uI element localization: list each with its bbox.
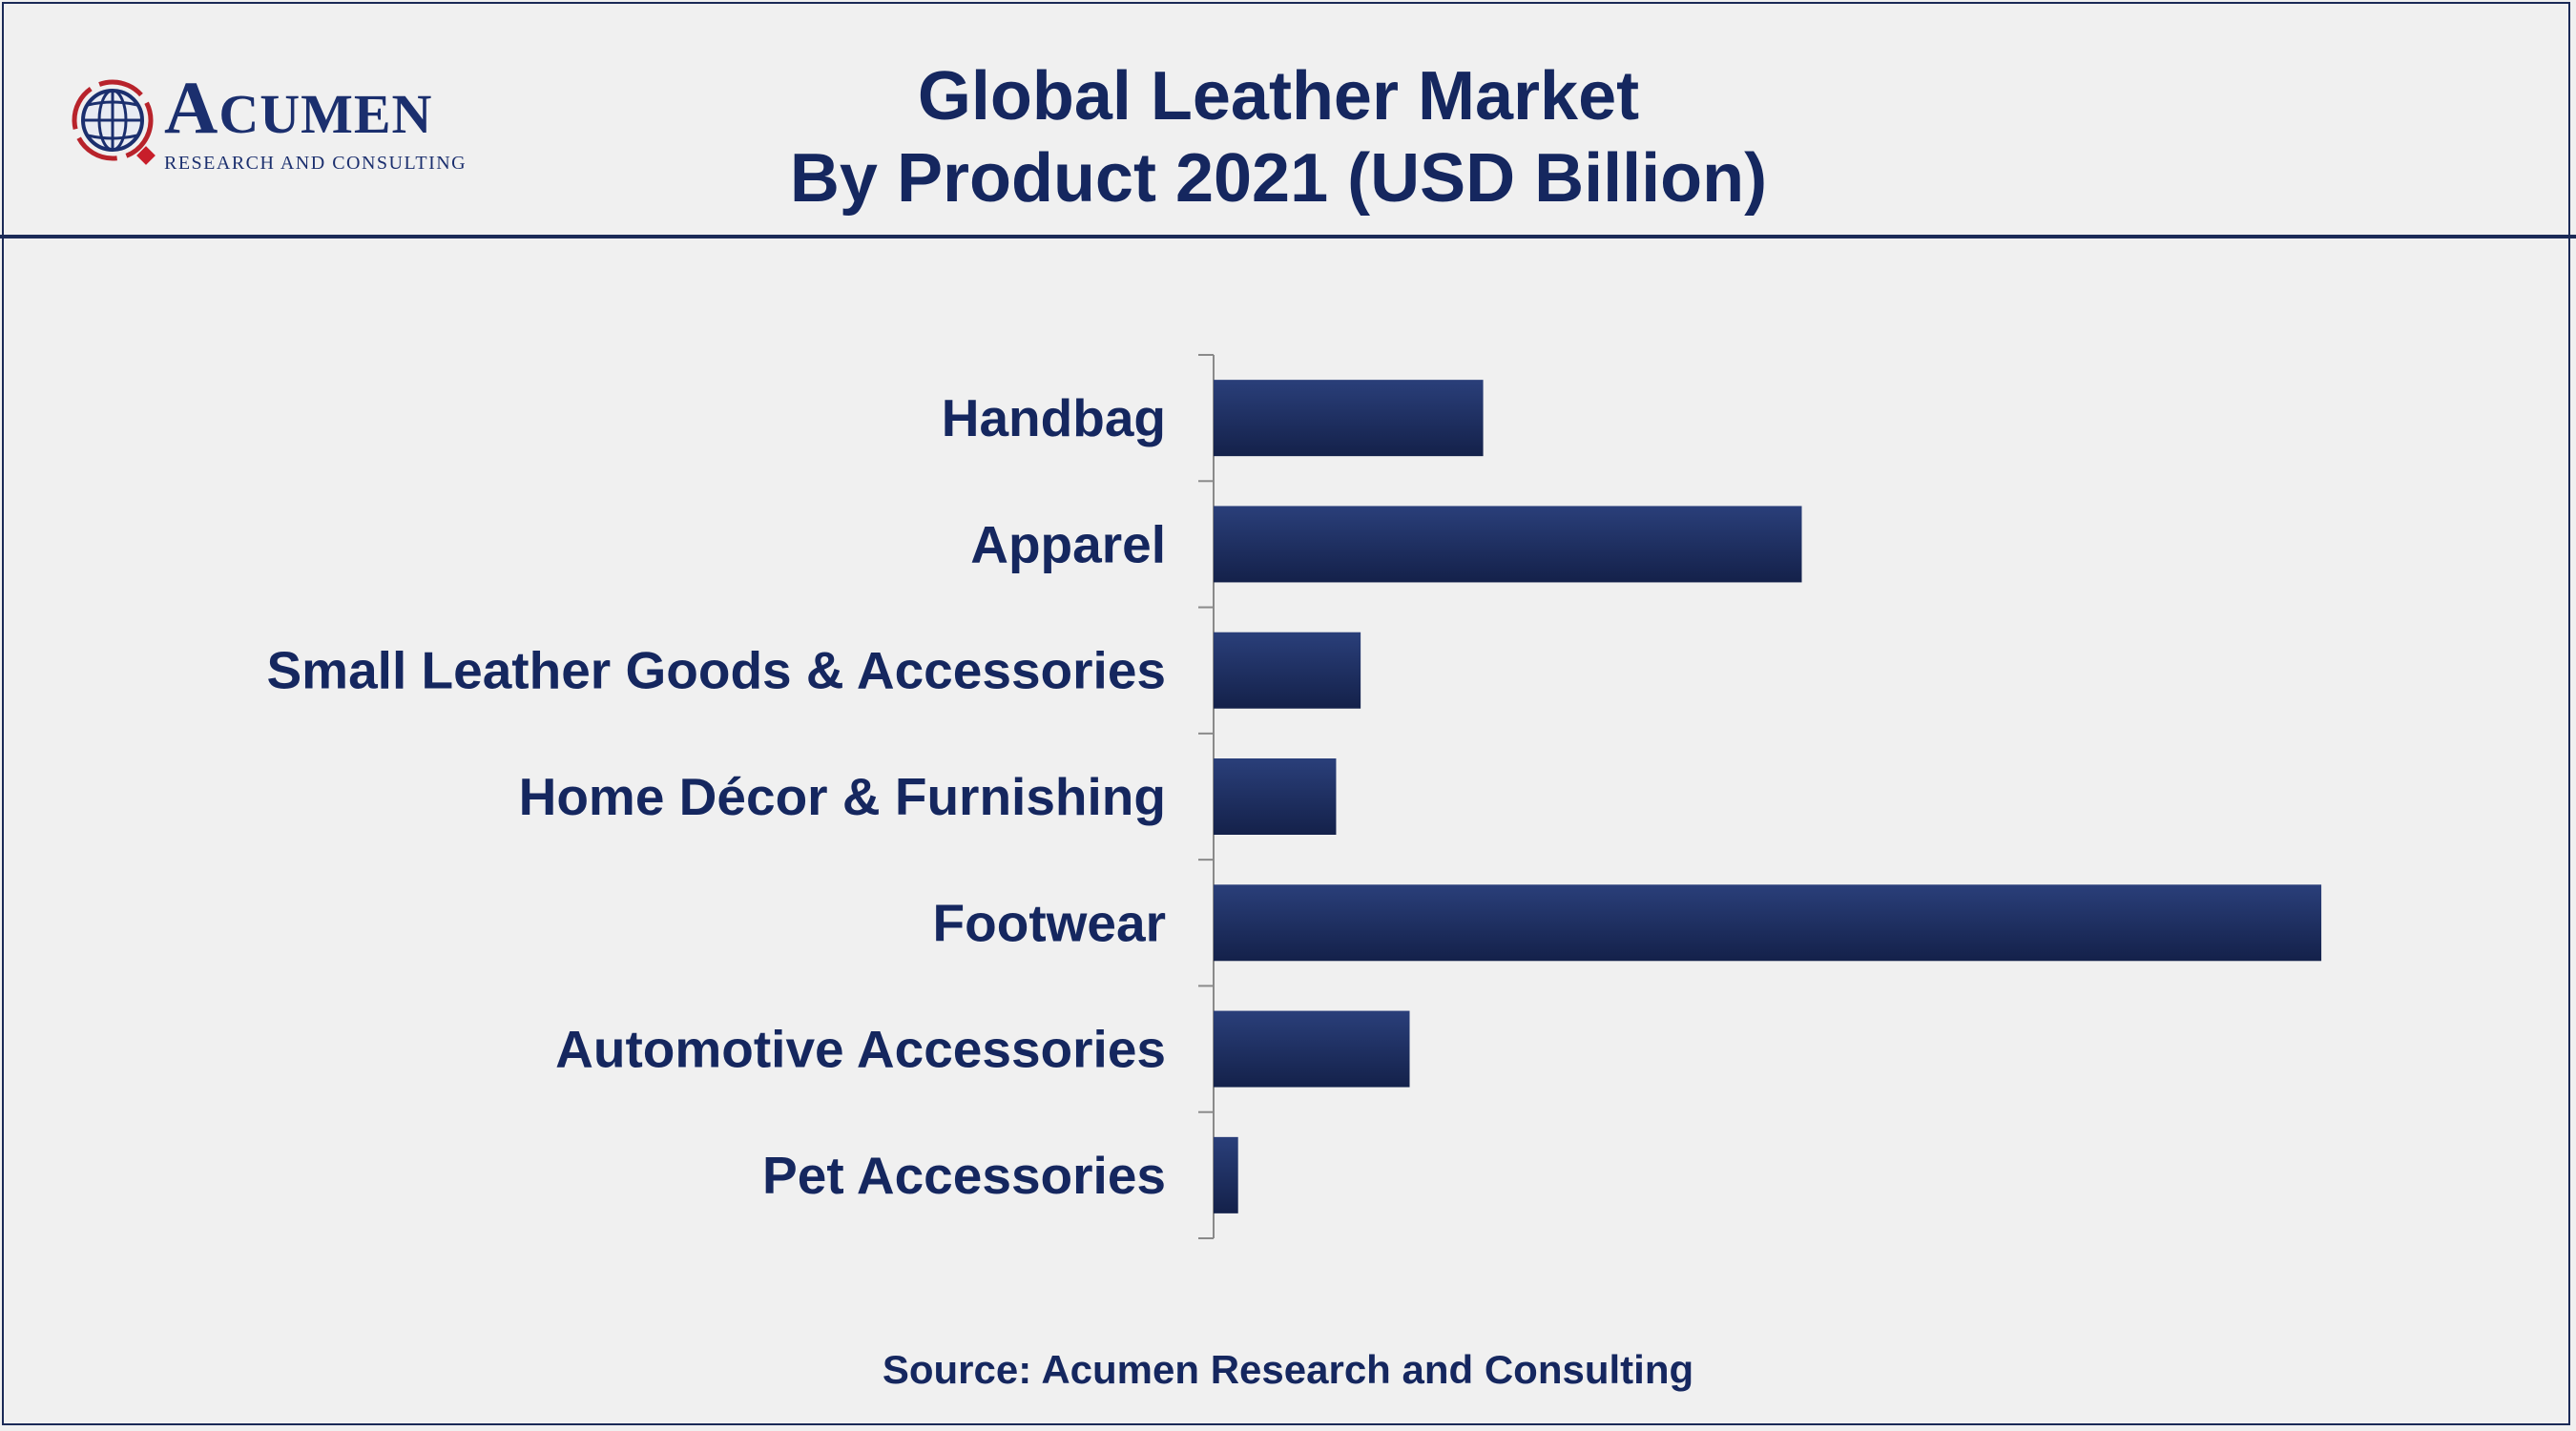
chart-title-line2: By Product 2021 (USD Billion) (789, 140, 1768, 217)
bar-automotive-accessories (1214, 1010, 1410, 1088)
category-label: Footwear (933, 893, 1166, 952)
category-label: Small Leather Goods & Accessories (267, 641, 1167, 700)
globe-icon (72, 79, 156, 165)
company-logo: ACUMEN RESEARCH AND CONSULTING (63, 71, 492, 185)
bar-footwear (1214, 884, 2322, 962)
category-label: Handbag (942, 388, 1166, 447)
category-label: Pet Accessories (762, 1146, 1166, 1205)
category-labels: Handbag Apparel Small Leather Goods & Acce… (267, 388, 1167, 1205)
header-divider (0, 235, 2576, 238)
bar-handbag (1214, 380, 1484, 457)
bar-small-leather-goods-accessories (1214, 632, 1361, 709)
category-label: Automotive Accessories (555, 1020, 1166, 1079)
bar-apparel (1214, 506, 1802, 583)
bar-series (1214, 380, 2322, 1213)
chart-title: Global Leather Market By Product 2021 (U… (572, 55, 1984, 219)
source-note: Source: Acumen Research and Consulting (882, 1347, 1694, 1392)
logo-tagline: RESEARCH AND CONSULTING (164, 153, 467, 174)
chart-title-line1: Global Leather Market (917, 58, 1640, 135)
category-label: Home Décor & Furnishing (519, 767, 1166, 826)
bar-home-d-cor-furnishing (1214, 758, 1337, 835)
logo-wordmark: ACUMEN (164, 66, 433, 149)
bar-pet-accessories (1214, 1136, 1238, 1213)
category-axis (1198, 354, 1215, 1239)
category-label: Apparel (970, 514, 1166, 573)
